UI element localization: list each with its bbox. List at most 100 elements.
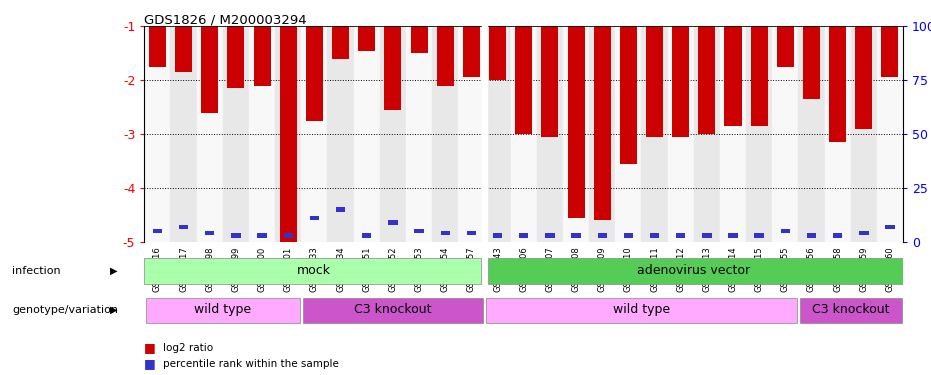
Bar — [231, 233, 240, 238]
Text: wild type: wild type — [195, 303, 251, 316]
Text: ■: ■ — [144, 357, 156, 370]
Bar — [803, 26, 820, 99]
Bar — [724, 26, 741, 126]
Bar — [306, 26, 323, 121]
Bar — [776, 26, 794, 67]
Bar — [332, 26, 349, 58]
Bar — [489, 258, 903, 284]
Bar — [615, 26, 641, 242]
Bar — [440, 231, 450, 236]
Bar — [830, 26, 846, 142]
Bar — [650, 233, 659, 238]
Bar — [205, 231, 214, 236]
Bar — [303, 298, 483, 323]
Bar — [463, 26, 479, 78]
Text: genotype/variation: genotype/variation — [12, 305, 118, 315]
Bar — [537, 26, 563, 242]
Bar — [563, 26, 589, 242]
Bar — [694, 26, 720, 242]
Bar — [145, 298, 300, 323]
Bar — [799, 26, 825, 242]
Bar — [646, 26, 663, 137]
Bar — [437, 26, 453, 86]
Bar — [201, 26, 218, 112]
Bar — [466, 231, 476, 236]
Bar — [882, 26, 898, 78]
Bar — [170, 26, 196, 242]
Text: wild type: wild type — [613, 303, 670, 316]
Bar — [153, 229, 162, 233]
Bar — [720, 26, 746, 242]
Bar — [800, 298, 902, 323]
Bar — [458, 26, 484, 242]
Bar — [484, 26, 510, 242]
Text: C3 knockout: C3 knockout — [812, 303, 889, 316]
Bar — [414, 229, 424, 233]
Text: percentile rank within the sample: percentile rank within the sample — [163, 359, 339, 369]
Bar — [515, 26, 533, 134]
Bar — [406, 26, 432, 242]
Bar — [572, 233, 581, 238]
Bar — [486, 298, 797, 323]
Text: C3 knockout: C3 knockout — [354, 303, 432, 316]
Bar — [589, 26, 615, 242]
Bar — [257, 233, 266, 238]
Bar — [825, 26, 851, 242]
Bar — [877, 26, 903, 242]
Bar — [489, 26, 506, 80]
Bar — [380, 26, 406, 242]
Bar — [624, 233, 633, 238]
Bar — [702, 233, 711, 238]
Text: ▶: ▶ — [110, 266, 117, 276]
Bar — [144, 258, 480, 284]
Bar — [144, 26, 170, 242]
Bar — [149, 26, 166, 67]
Text: adenovirus vector: adenovirus vector — [637, 264, 750, 277]
Bar — [328, 26, 354, 242]
Bar — [598, 233, 607, 238]
Bar — [276, 26, 302, 242]
Bar — [279, 26, 297, 242]
Bar — [227, 26, 244, 88]
Bar — [668, 26, 694, 242]
Bar — [781, 229, 790, 233]
Bar — [541, 26, 559, 137]
Bar — [754, 233, 763, 238]
Bar — [672, 26, 689, 137]
Bar — [175, 26, 192, 72]
Bar — [546, 233, 555, 238]
Bar — [432, 26, 458, 242]
Text: infection: infection — [12, 266, 61, 276]
Bar — [519, 233, 529, 238]
Bar — [620, 26, 637, 164]
Bar — [354, 26, 380, 242]
Bar — [223, 26, 249, 242]
Bar — [676, 233, 685, 238]
Bar — [388, 220, 398, 225]
Bar — [411, 26, 427, 53]
Bar — [492, 233, 502, 238]
Bar — [807, 233, 816, 238]
Bar — [885, 225, 895, 229]
Bar — [196, 26, 223, 242]
Bar — [728, 233, 737, 238]
Bar — [772, 26, 799, 242]
Bar — [750, 26, 768, 126]
Bar — [510, 26, 537, 242]
Text: ■: ■ — [144, 342, 156, 354]
Text: mock: mock — [297, 264, 331, 277]
Bar — [302, 26, 328, 242]
Text: GDS1826 / M200003294: GDS1826 / M200003294 — [144, 13, 307, 26]
Bar — [851, 26, 877, 242]
Bar — [336, 207, 345, 212]
Bar — [179, 225, 188, 229]
Bar — [482, 26, 487, 242]
Text: ▶: ▶ — [110, 305, 117, 315]
Bar — [859, 231, 869, 236]
Bar — [698, 26, 715, 134]
Bar — [856, 26, 872, 129]
Bar — [568, 26, 585, 218]
Bar — [362, 233, 371, 238]
Bar — [284, 233, 293, 238]
Bar — [385, 26, 401, 110]
